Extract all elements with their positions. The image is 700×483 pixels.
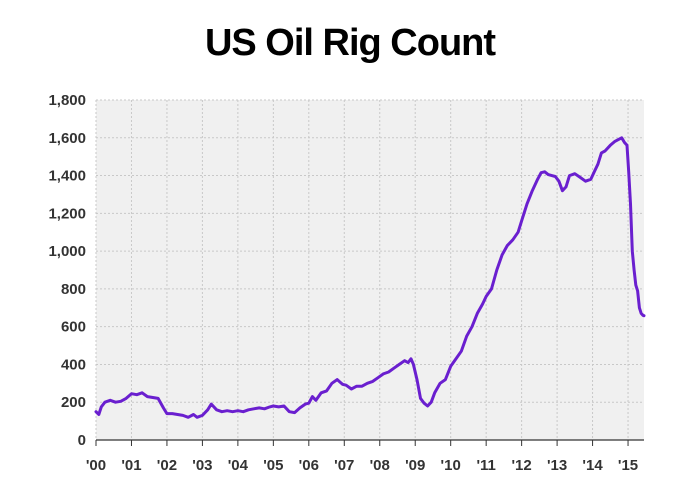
y-tick-label: 800 (61, 281, 86, 298)
x-tick-label: '11 (476, 457, 495, 474)
y-tick-label: 0 (78, 432, 86, 449)
y-tick-label: 1,000 (48, 243, 86, 260)
y-axis: 0 200 400 600 800 1,000 1,200 1,400 1,600 1,800 (48, 92, 86, 449)
x-tick-label: '05 (263, 457, 283, 474)
y-tick-label: 1,800 (48, 92, 86, 109)
x-tick-label: '15 (618, 457, 638, 474)
y-tick-label: 600 (61, 319, 86, 336)
plot-background (96, 100, 644, 440)
x-tick-label: '09 (405, 457, 425, 474)
x-tick-label: '12 (511, 457, 531, 474)
x-tick-label: '13 (547, 457, 567, 474)
y-tick-label: 400 (61, 356, 86, 373)
chart-title: US Oil Rig Count (204, 22, 496, 64)
x-tick-label: '00 (86, 457, 106, 474)
y-tick-label: 200 (61, 394, 86, 411)
x-tick-label: '10 (441, 457, 461, 474)
series-group (94, 136, 646, 419)
x-tick-label: '01 (121, 457, 141, 474)
x-tick-label: '08 (370, 457, 390, 474)
x-tick-label: '14 (582, 457, 603, 474)
y-tick-label: 1,400 (48, 168, 86, 185)
x-tick-label: '07 (334, 457, 354, 474)
y-tick-label: 1,600 (48, 130, 86, 147)
x-tick-label: '04 (228, 457, 249, 474)
x-tick-label: '03 (192, 457, 212, 474)
x-axis: '00 '01 '02 '03 '04 '05 '06 '07 '08 '09 '10 '11 '12 '… (86, 439, 644, 474)
y-tick-label: 1,200 (48, 205, 86, 222)
grid (95, 99, 644, 440)
series-line (94, 136, 646, 419)
x-tick-label: '06 (299, 457, 319, 474)
x-tick-label: '02 (157, 457, 177, 474)
